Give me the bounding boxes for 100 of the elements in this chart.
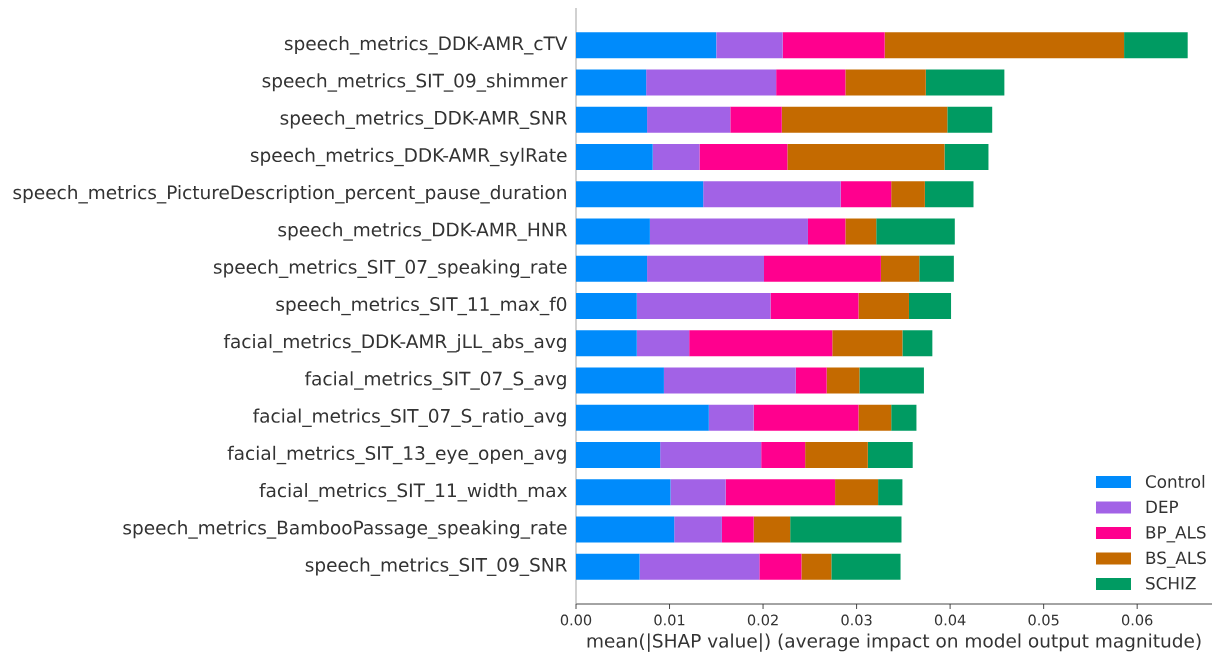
bar [831,553,901,580]
bar [845,218,877,245]
y-tick-label: speech_metrics_SIT_07_speaking_rate [213,259,567,278]
bar [660,442,762,469]
bar [924,181,974,208]
bar [639,553,760,580]
bar [805,442,868,469]
bar [646,69,777,96]
bar [730,106,782,133]
bar [880,255,920,282]
x-tick-label: 0.06 [1121,614,1153,626]
bar [753,516,791,543]
bar [858,404,892,431]
bar [576,106,648,133]
bar [858,293,909,320]
legend-label: Control [1145,474,1205,488]
y-tick-label: speech_metrics_DDK-AMR_cTV [284,36,568,55]
x-tick-label: 0.00 [560,614,592,626]
bar [699,144,788,171]
bar [891,181,925,208]
bar [770,293,859,320]
bar [826,367,860,394]
y-tick-label: speech_metrics_SIT_09_shimmer [262,73,568,92]
y-tick-label: speech_metrics_DDK-AMR_SNR [280,110,567,129]
bar [908,293,952,320]
bar [845,69,926,96]
y-tick-label: facial_metrics_SIT_13_eye_open_avg [227,445,566,465]
bar [636,293,771,320]
bar [790,516,902,543]
bar [761,442,806,469]
bar [576,218,650,245]
bar [703,181,841,208]
bar [576,330,637,357]
bar [801,553,832,580]
y-tick-label: speech_metrics_BambooPassage_speaking_rate [123,520,567,539]
bar [576,516,675,543]
bar [636,330,690,357]
bar [689,330,833,357]
bar [759,553,802,580]
bar [647,255,764,282]
bar [925,69,1005,96]
bar [764,255,881,282]
bar [647,106,731,133]
bar [947,106,993,133]
y-tick-label: speech_metrics_DDK-AMR_sylRate [250,147,567,167]
y-tick-label: speech_metrics_PictureDescription_percent_pause_duration [13,185,566,204]
y-tick-label: facial_metrics_SIT_07_S_avg [304,371,566,390]
bar [782,32,885,59]
x-tick-label: 0.01 [654,614,685,626]
legend-label: BS_ALS [1146,551,1206,568]
y-tick-label: facial_metrics_DDK-AMR_jLL_abs_avg [223,334,566,353]
legend-label: BP_ALS [1146,525,1206,543]
bar [576,442,661,469]
bar [708,404,754,431]
bar [776,69,846,96]
bar [781,106,948,133]
bar [859,367,924,394]
bar [576,255,648,282]
y-tick-label: speech_metrics_SIT_09_SNR [305,557,567,576]
bar [663,367,796,394]
bar [840,181,892,208]
bar [753,404,859,431]
bar [576,32,717,59]
bar [944,144,989,171]
bar [576,69,647,96]
bar [576,181,704,208]
bar [902,330,933,357]
x-tick-label: 0.05 [1028,614,1059,626]
bar [832,330,903,357]
bar [670,479,726,506]
y-tick-label: facial_metrics_SIT_07_S_ratio_avg [253,408,566,427]
bar [876,218,955,245]
bar [576,553,640,580]
bar [878,479,903,506]
bar [576,144,653,171]
legend-label: SCHIZ [1146,576,1196,590]
bar [576,479,671,506]
bar [891,404,917,431]
bar [725,479,836,506]
x-tick-label: 0.04 [934,614,966,626]
bar [652,144,700,171]
x-tick-label: 0.02 [747,614,778,626]
bar [716,32,783,59]
bar [835,479,879,506]
bar [884,32,1125,59]
bar [674,516,722,543]
legend-label: DEP [1146,500,1179,513]
bar [867,442,913,469]
bar [649,218,808,245]
bar [919,255,954,282]
bar [721,516,754,543]
bar [1124,32,1188,59]
x-axis-title: mean(|SHAP value|) (average impact on model output magnitude) [587,633,1201,652]
bar [576,293,637,320]
bar [576,367,664,394]
bar [807,218,846,245]
y-tick-label: speech_metrics_DDK-AMR_HNR [278,222,567,241]
y-tick-label: speech_metrics_SIT_11_max_f0 [276,296,567,316]
y-tick-label: facial_metrics_SIT_11_width_max [259,483,567,502]
bar [787,144,945,171]
